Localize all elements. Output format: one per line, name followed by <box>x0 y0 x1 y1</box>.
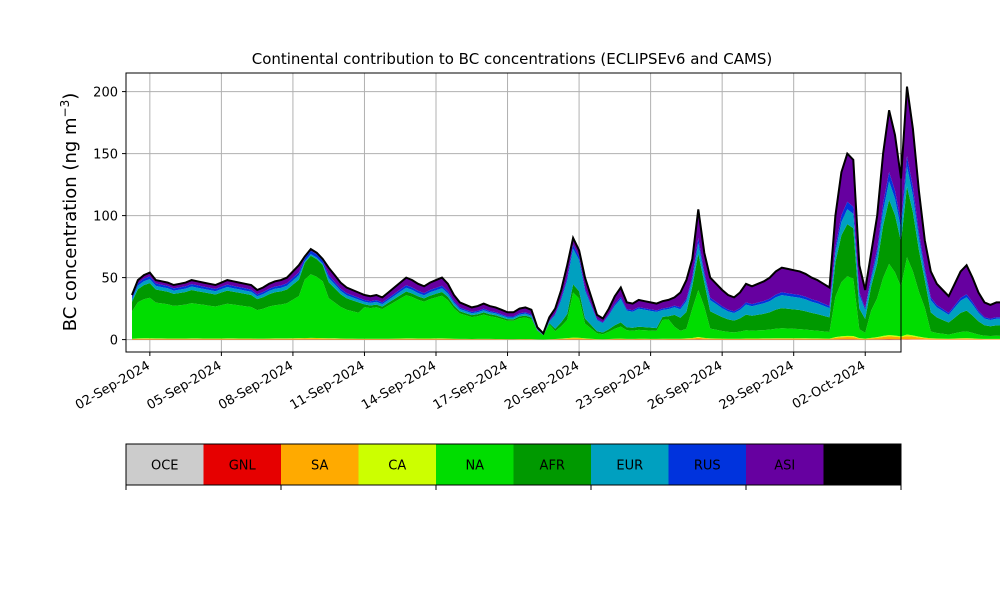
y-axis-label-exponent: −3 <box>58 100 72 118</box>
x-tick-label: 17-Sep-2024 <box>431 358 511 413</box>
x-axis-ticks: 02-Sep-202405-Sep-202408-Sep-202411-Sep-… <box>73 352 868 413</box>
legend-swatch-gnl <box>203 444 281 485</box>
legend-label-afr: AFR <box>540 459 565 474</box>
y-axis-label-close: ) <box>60 93 81 100</box>
legend-frame <box>125 443 902 486</box>
plot-frame <box>125 72 902 353</box>
legend-swatch-oce <box>126 444 204 485</box>
stacked-areas <box>132 86 1000 340</box>
y-tick-label: 100 <box>93 210 118 225</box>
area-asi <box>132 86 1000 335</box>
svg-text:BC concentration (ng m−3): BC concentration (ng m−3) <box>58 93 81 332</box>
x-tick-label: 29-Sep-2024 <box>717 358 797 413</box>
x-tick-label: 08-Sep-2024 <box>216 358 296 413</box>
y-tick-label: 50 <box>101 272 118 287</box>
y-tick-label: 0 <box>110 334 118 349</box>
legend-label-asi: ASI <box>774 459 795 474</box>
x-tick-label: 23-Sep-2024 <box>574 358 654 413</box>
legend-swatch-ca <box>358 444 436 485</box>
legend-label-gnl: GNL <box>229 459 257 474</box>
legend-label-oce: OCE <box>151 459 179 474</box>
y-tick-label: 150 <box>93 148 118 163</box>
area-sa <box>132 336 1000 340</box>
legend-swatch-eur <box>591 444 669 485</box>
x-tick-label: 02-Oct-2024 <box>790 358 868 412</box>
x-tick-label: 05-Sep-2024 <box>145 358 225 413</box>
x-tick-label: 14-Sep-2024 <box>359 358 439 413</box>
area-ca <box>132 334 1000 340</box>
legend-swatch-asi <box>746 444 824 485</box>
chart-title: Continental contribution to BC concentra… <box>252 50 773 68</box>
y-axis-ticks: 0 50 100 150 200 <box>93 86 126 349</box>
total-line <box>131 86 1000 336</box>
x-tick-label: 20-Sep-2024 <box>502 358 582 413</box>
legend-swatch-na <box>436 444 514 485</box>
legend-label-ca: CA <box>388 459 406 474</box>
legend-label-rus: RUS <box>694 459 721 474</box>
legend-swatch-afr <box>513 444 591 485</box>
legend-label-sa: SA <box>311 459 328 474</box>
y-axis-label-main: BC concentration (ng m <box>60 117 81 331</box>
legend-label-aus: AUS <box>849 459 876 474</box>
total-concentration-line <box>131 86 1000 336</box>
legend-swatch-sa <box>281 444 359 485</box>
legend-label-na: NA <box>465 459 484 474</box>
x-tick-label: 26-Sep-2024 <box>645 358 725 413</box>
region-legend: OCE GNL SA CA NA AFR EUR RUS ASI AUS <box>125 443 902 490</box>
legend-swatch-rus <box>668 444 746 485</box>
y-axis-label: BC concentration (ng m−3) <box>58 93 81 332</box>
area-na <box>132 257 1000 340</box>
x-tick-label: 11-Sep-2024 <box>288 358 368 413</box>
y-tick-label: 200 <box>93 86 118 101</box>
x-tick-label: 02-Sep-2024 <box>73 358 153 413</box>
legend-swatch-aus <box>823 444 901 485</box>
area-eur <box>132 166 1000 335</box>
legend-label-eur: EUR <box>616 459 643 474</box>
